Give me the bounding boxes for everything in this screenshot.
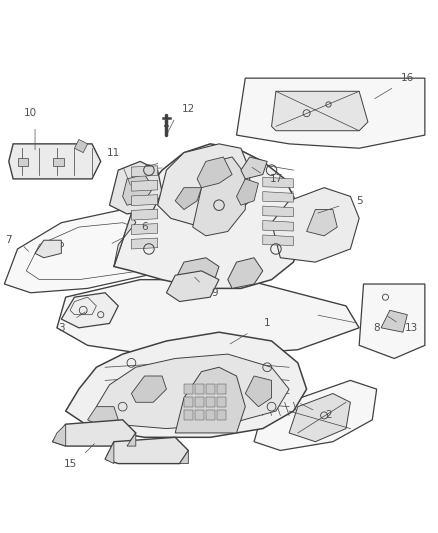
Polygon shape [53,420,136,446]
Bar [184,397,193,407]
Polygon shape [359,284,425,359]
Polygon shape [166,271,219,302]
Polygon shape [114,144,302,288]
Polygon shape [263,177,293,188]
Text: 3: 3 [58,323,65,333]
Bar [195,397,204,407]
Bar [53,158,64,166]
Text: 17: 17 [269,174,283,184]
Text: 9: 9 [211,288,218,298]
Polygon shape [131,180,158,191]
Polygon shape [272,188,359,262]
Polygon shape [175,188,201,209]
Polygon shape [131,195,158,206]
Polygon shape [175,258,219,284]
Polygon shape [263,206,293,216]
Polygon shape [158,144,250,227]
Text: 13: 13 [405,323,418,333]
Text: 11: 11 [107,148,120,158]
Polygon shape [105,442,114,464]
Polygon shape [127,433,136,446]
Polygon shape [105,437,188,464]
Bar [217,410,226,420]
Polygon shape [96,354,289,429]
Bar [18,158,28,166]
Text: 1: 1 [264,318,271,328]
Polygon shape [228,258,263,288]
Polygon shape [114,214,136,266]
Text: 7: 7 [5,235,12,245]
Bar [184,384,193,393]
Polygon shape [263,235,293,246]
Polygon shape [4,209,193,293]
Bar [206,397,215,407]
Polygon shape [88,407,118,429]
Polygon shape [272,91,368,131]
Polygon shape [263,221,293,231]
Polygon shape [61,293,118,328]
Polygon shape [131,166,158,177]
Polygon shape [289,393,350,442]
Polygon shape [241,157,267,179]
Bar [217,397,226,407]
Polygon shape [197,157,232,188]
Polygon shape [9,144,101,179]
Polygon shape [381,310,407,332]
Polygon shape [57,280,359,359]
Bar [195,384,204,393]
Polygon shape [131,209,158,220]
Bar [217,384,226,393]
Polygon shape [74,140,88,152]
Polygon shape [123,174,153,205]
Bar [195,410,204,420]
Text: 16: 16 [401,73,414,83]
Text: 5: 5 [356,196,363,206]
Polygon shape [35,240,61,258]
Polygon shape [263,191,293,202]
Text: 15: 15 [64,458,77,469]
Polygon shape [254,381,377,450]
Polygon shape [307,209,337,236]
Polygon shape [245,376,272,407]
Text: 6: 6 [141,222,148,232]
Polygon shape [131,223,158,235]
Polygon shape [237,179,258,205]
Bar [206,384,215,393]
Polygon shape [131,376,166,402]
Polygon shape [53,424,66,446]
Text: 2: 2 [325,410,332,421]
Polygon shape [175,367,245,433]
Polygon shape [110,161,162,214]
Bar [206,410,215,420]
Polygon shape [193,157,245,236]
Text: 8: 8 [373,323,380,333]
Text: 10: 10 [24,108,37,118]
Polygon shape [237,78,425,148]
Bar [184,410,193,420]
Polygon shape [131,238,158,249]
Polygon shape [180,450,188,464]
Text: 12: 12 [182,104,195,114]
Polygon shape [66,332,307,437]
